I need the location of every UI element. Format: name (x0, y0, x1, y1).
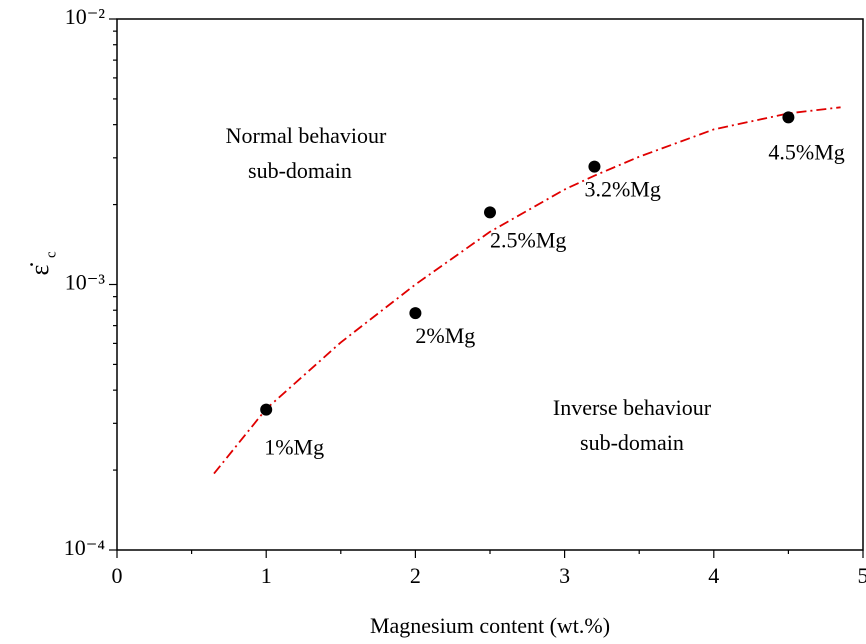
x-tick-label: 1 (261, 563, 272, 588)
data-point (782, 111, 795, 124)
data-point (484, 206, 496, 219)
x-tick-label: 0 (112, 563, 123, 588)
plot-frame (116, 18, 864, 551)
fit-curve (213, 106, 841, 475)
y-tick-label: 10⁻² (65, 4, 106, 29)
x-tick-label: 4 (708, 563, 719, 588)
point-label: 3.2%Mg (584, 177, 660, 202)
annotation: sub-domain (580, 430, 684, 455)
point-label: 2%Mg (415, 323, 475, 348)
x-tick-label: 5 (858, 563, 866, 588)
y-tick-label: 10⁻⁴ (64, 535, 106, 560)
y-tick-label: 10⁻³ (65, 270, 106, 295)
x-tick-label: 2 (410, 563, 421, 588)
data-point (588, 160, 601, 173)
annotation: Inverse behaviour (553, 395, 712, 420)
y-axis-symbol: ε̇ (25, 263, 54, 276)
point-label: 1%Mg (264, 435, 324, 460)
y-axis-subscript: c (43, 251, 59, 258)
annotation: Normal behaviour (226, 123, 387, 148)
point-label: 4.5%Mg (768, 139, 844, 164)
y-axis-title: ε̇ c (25, 251, 59, 275)
data-point (409, 307, 422, 320)
point-label: 2.5%Mg (490, 227, 566, 252)
annotation: sub-domain (248, 158, 352, 183)
x-tick-label: 3 (559, 563, 570, 588)
data-point (260, 403, 273, 416)
x-axis-title: Magnesium content (wt.%) (370, 613, 610, 638)
